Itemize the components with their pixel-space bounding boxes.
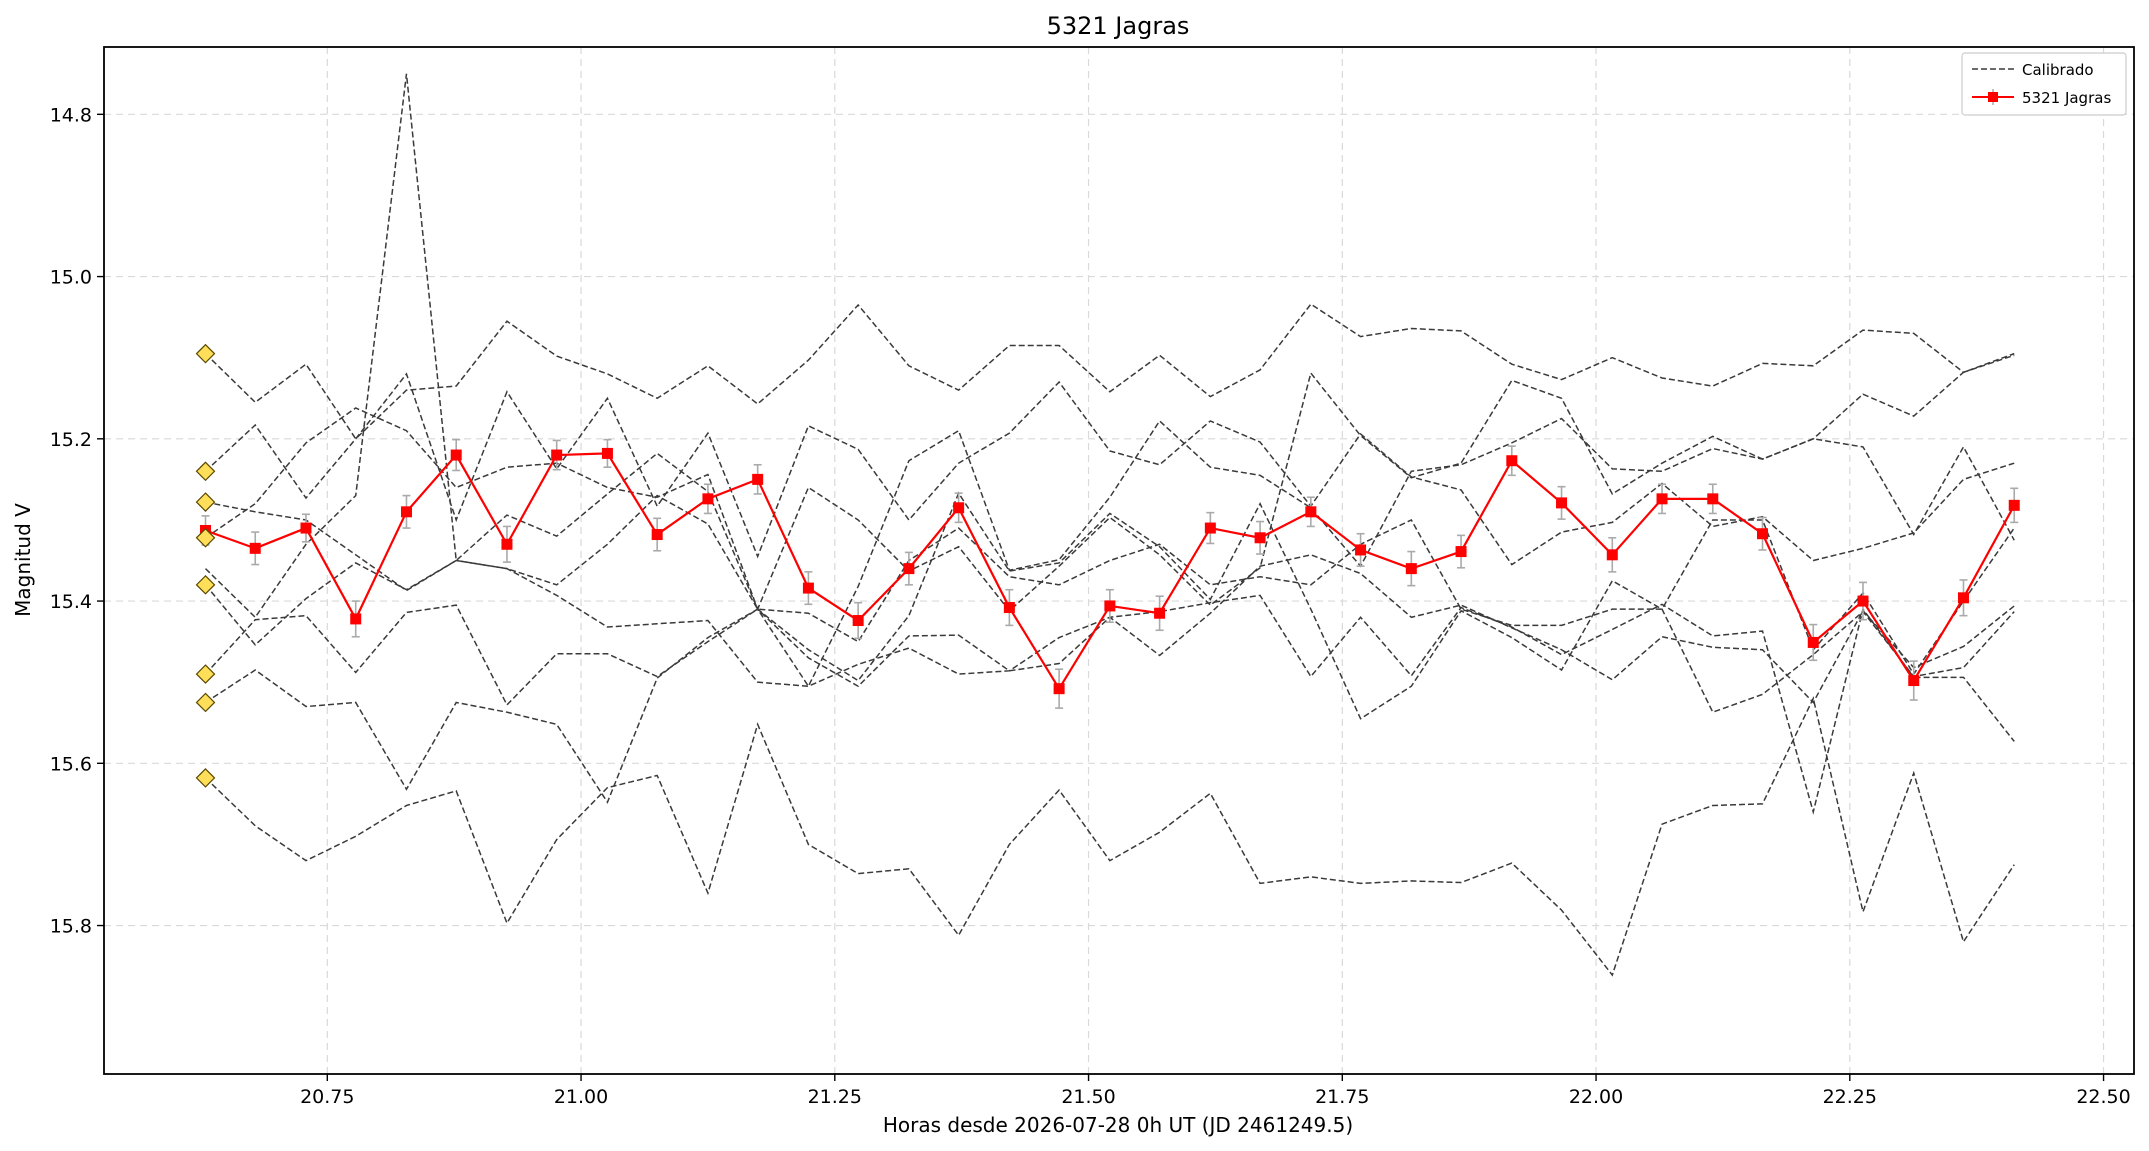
target-point <box>1606 549 1618 561</box>
y-tick-label: 15.2 <box>50 429 92 451</box>
target-point <box>1807 636 1819 648</box>
reference-marker <box>195 664 216 684</box>
legend-target-label: 5321 Jagras <box>2022 89 2111 107</box>
chart-title: 5321 Jagras <box>1047 12 1190 40</box>
target-point <box>601 447 613 459</box>
target-point <box>450 449 462 461</box>
reference-marker <box>195 492 216 512</box>
target-point <box>1355 544 1367 556</box>
x-tick-label: 21.75 <box>1315 1086 1369 1108</box>
y-tick-label: 14.8 <box>50 104 92 126</box>
target-point <box>1656 493 1668 505</box>
target-point <box>1957 592 1969 604</box>
x-tick-label: 21.00 <box>554 1086 608 1108</box>
x-tick-label: 22.50 <box>2076 1086 2130 1108</box>
target-point <box>802 582 814 594</box>
target-point <box>1506 455 1518 467</box>
reference-marker <box>195 461 216 482</box>
target-point <box>852 615 864 627</box>
comparison-line <box>204 73 2015 676</box>
legend-target-marker <box>1988 92 1998 102</box>
target-point <box>501 538 513 550</box>
legend-calibrado-label: Calibrado <box>2022 61 2094 79</box>
target-point <box>953 502 965 514</box>
target-point <box>1254 532 1266 544</box>
x-axis-ticks: 20.75 21.00 21.25 21.50 21.75 22.00 22.25 22.50 <box>300 1074 2131 1108</box>
target-point <box>702 493 714 505</box>
target-point <box>1053 683 1065 695</box>
x-tick-label: 22.25 <box>1823 1086 1877 1108</box>
y-tick-label: 15.8 <box>50 916 92 938</box>
reference-marker <box>195 343 216 364</box>
target-point <box>651 529 663 541</box>
reference-marker <box>195 768 216 788</box>
y-tick-label: 15.6 <box>50 753 92 775</box>
x-tick-label: 22.00 <box>1569 1086 1623 1108</box>
reference-marker <box>195 574 216 595</box>
comparison-line <box>204 303 2015 440</box>
reference-marker <box>195 527 216 548</box>
target-point <box>1405 563 1417 575</box>
legend: Calibrado 5321 Jagras <box>1961 52 2127 116</box>
target-series <box>200 447 2020 695</box>
target-point <box>903 563 915 575</box>
grid-lines <box>104 47 2134 1074</box>
target-point <box>1003 602 1015 614</box>
comparison-line <box>204 372 2015 566</box>
plot-frame <box>103 46 2135 1075</box>
target-point <box>1908 675 1920 687</box>
y-tick-label: 15.4 <box>50 591 92 613</box>
target-point <box>1305 506 1317 518</box>
y-axis-label: Magnitud V <box>11 503 35 617</box>
target-point <box>300 522 312 534</box>
x-tick-label: 21.25 <box>808 1086 862 1108</box>
reference-markers <box>195 343 216 788</box>
target-point <box>1556 497 1568 509</box>
y-tick-label: 15.0 <box>50 267 92 289</box>
target-point <box>1707 493 1719 505</box>
target-point <box>350 613 362 625</box>
reference-marker <box>195 692 216 713</box>
target-point <box>1455 546 1467 558</box>
y-axis-ticks: 14.8 15.0 15.2 15.4 15.6 15.8 <box>50 104 104 938</box>
target-point <box>1104 600 1116 612</box>
target-point <box>1154 607 1166 619</box>
target-point <box>752 473 764 485</box>
target-point <box>1204 522 1216 534</box>
target-point <box>400 506 412 518</box>
target-point <box>249 542 261 554</box>
x-tick-label: 20.75 <box>300 1086 354 1108</box>
x-tick-label: 21.50 <box>1061 1086 1115 1108</box>
x-axis-label: Horas desde 2026-07-28 0h UT (JD 2461249… <box>883 1113 1353 1137</box>
comparison-line <box>204 491 2015 720</box>
comparison-line <box>204 371 2015 646</box>
target-point <box>2008 499 2020 511</box>
target-point <box>1857 595 1869 607</box>
comparison-line <box>204 696 2015 977</box>
target-point <box>551 449 563 461</box>
comparison-line <box>205 352 2015 804</box>
target-point <box>1757 528 1769 540</box>
